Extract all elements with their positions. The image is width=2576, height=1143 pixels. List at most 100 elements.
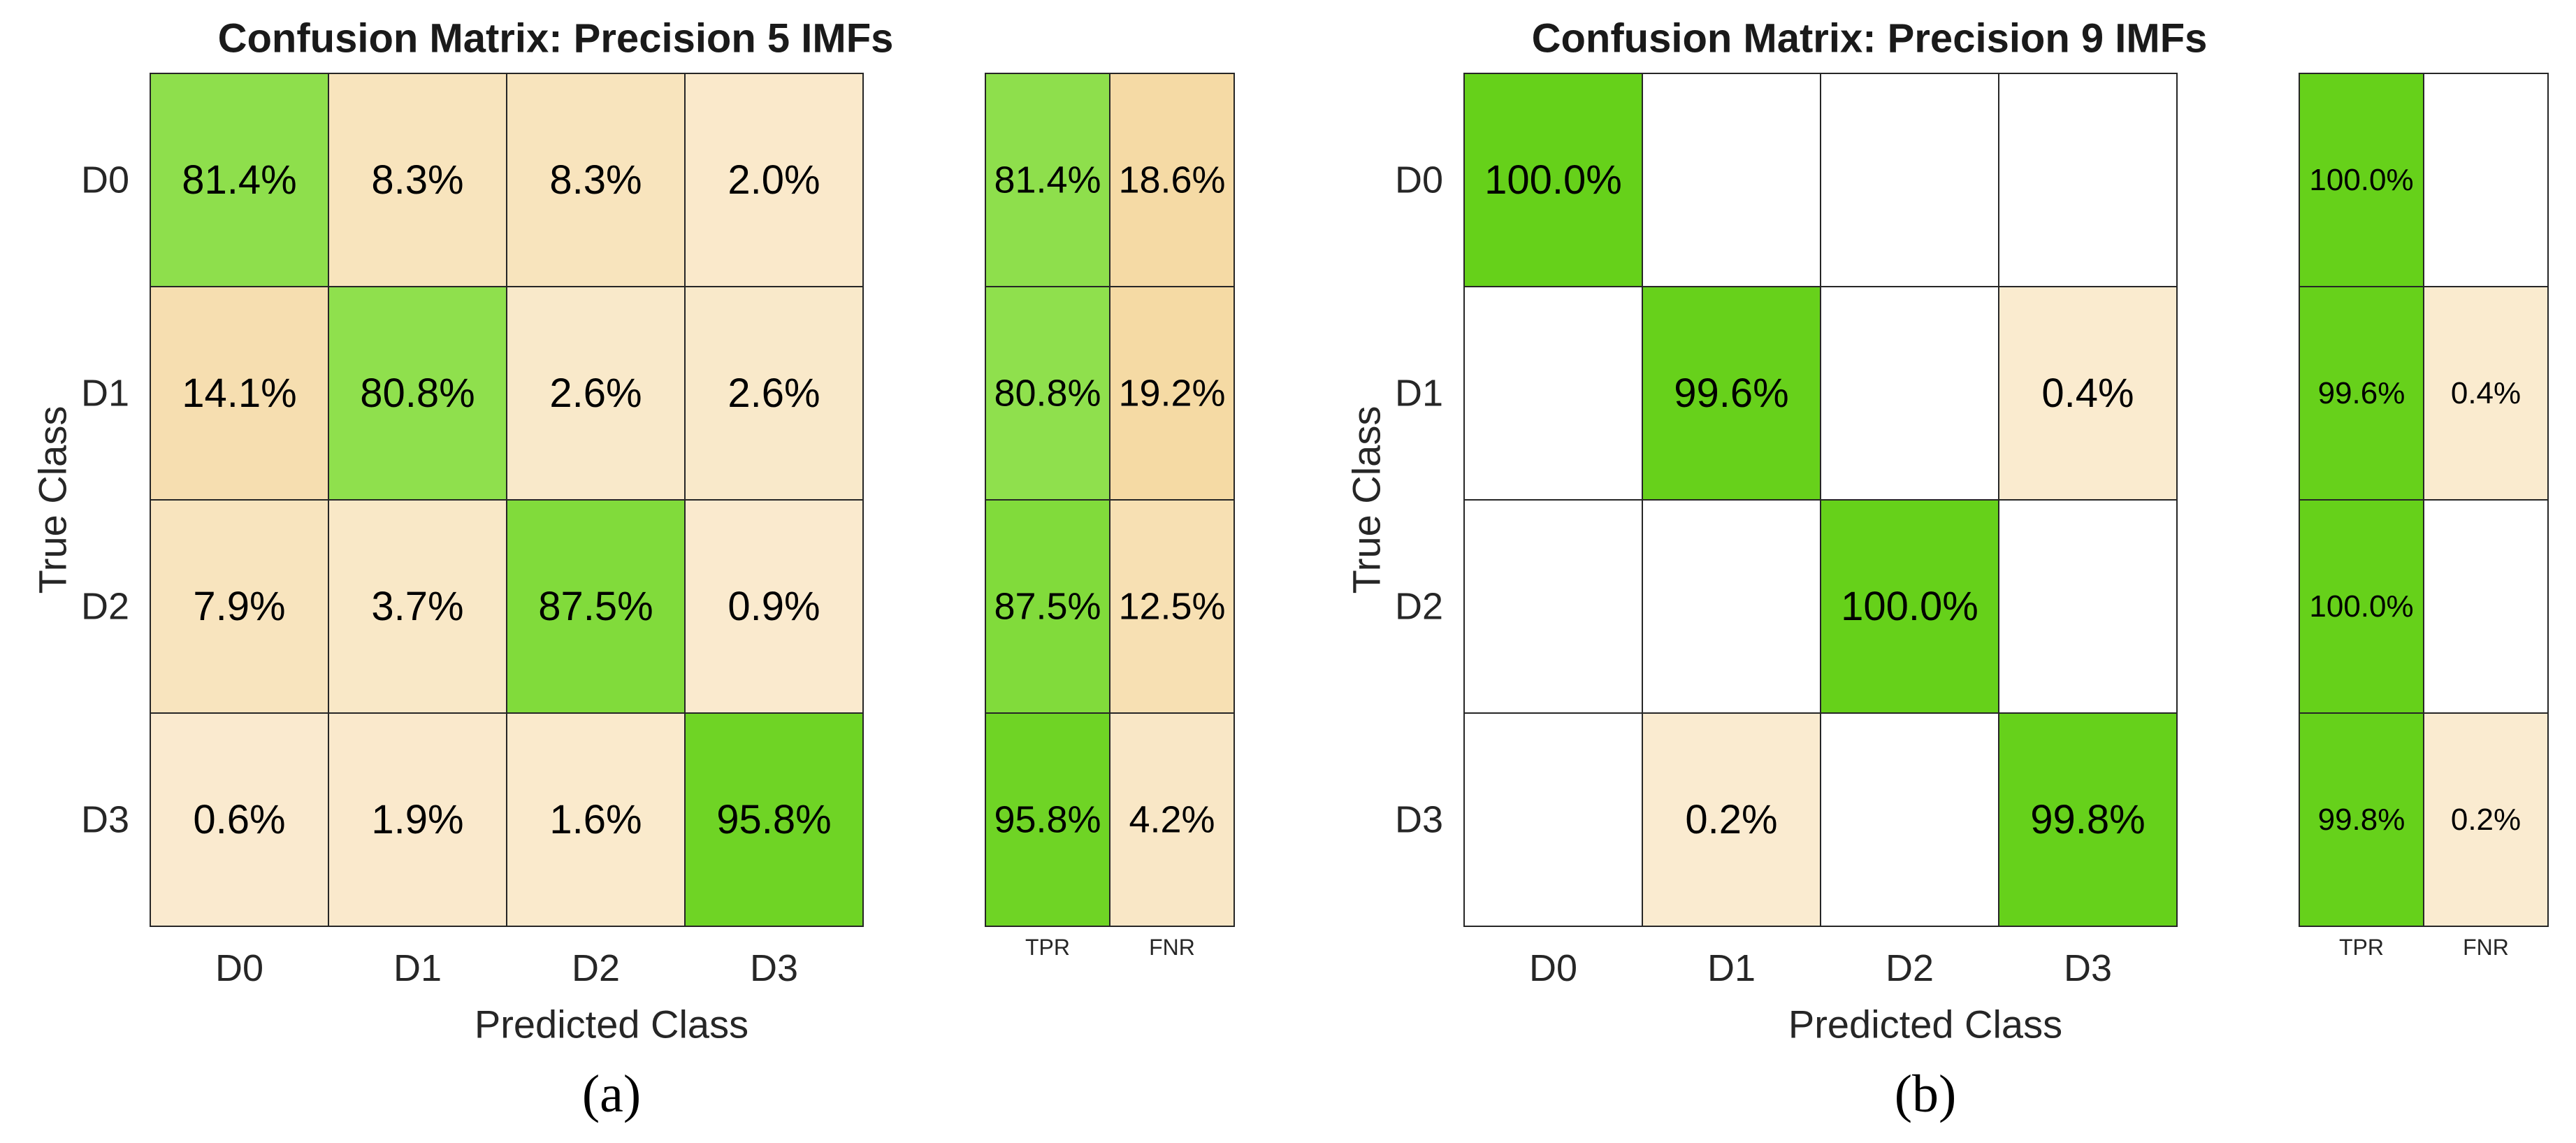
- cell-value: 2.0%: [728, 157, 820, 203]
- column-tick-label: D0: [215, 947, 263, 989]
- column-tick-label: D3: [2064, 947, 2112, 989]
- cell-value: 81.4%: [182, 157, 296, 203]
- fnr-value: 12.5%: [1118, 586, 1225, 628]
- tpr-value: 95.8%: [994, 799, 1101, 841]
- matrix-cell: [1998, 73, 2178, 287]
- fnr-value: 4.2%: [1129, 799, 1215, 841]
- chart-title: Confusion Matrix: Precision 9 IMFs: [1532, 16, 2208, 62]
- y-axis-label: True Class: [31, 406, 75, 594]
- row-tick-label: D1: [1395, 373, 1443, 415]
- cell-value: 0.2%: [1685, 797, 1777, 842]
- cell-value: 1.6%: [549, 797, 642, 842]
- y-axis-label: True Class: [1345, 406, 1389, 594]
- matrix-cell: [328, 499, 507, 714]
- column-tick-label: D3: [750, 947, 798, 989]
- matrix-cell: [684, 73, 864, 287]
- cell-value: 99.8%: [2030, 797, 2145, 842]
- cell-value: 0.6%: [193, 797, 285, 842]
- tpr-cell: [985, 73, 1110, 287]
- tpr-cell: [985, 712, 1110, 927]
- cell-value: 1.9%: [371, 797, 463, 842]
- tpr-cell: [985, 499, 1110, 714]
- tpr-value: 100.0%: [2309, 163, 2413, 197]
- cell-value: 99.6%: [1674, 371, 1788, 416]
- matrix-cell: [1998, 499, 2178, 714]
- tpr-value: 87.5%: [994, 586, 1101, 628]
- summary-tick-label: TPR: [2339, 935, 2384, 960]
- cell-value: 100.0%: [1841, 584, 1978, 629]
- matrix-cell: [1642, 499, 1821, 714]
- matrix-cell: [150, 712, 329, 927]
- cell-value: 80.8%: [360, 371, 475, 416]
- confusion-matrix-panel-2: Confusion Matrix: Precision 9 IMFs 100.0%…: [1345, 16, 2549, 1123]
- fnr-cell: [1109, 499, 1235, 714]
- cell-value: 0.4%: [2041, 371, 2134, 416]
- tpr-value: 100.0%: [2309, 589, 2413, 624]
- tpr-value: 99.6%: [2318, 376, 2405, 410]
- matrix-cell: [1998, 286, 2178, 501]
- matrix-cell: [150, 73, 329, 287]
- matrix-cell: [1463, 499, 1643, 714]
- matrix-cell: [506, 73, 686, 287]
- fnr-value: 0.4%: [2451, 376, 2521, 410]
- x-axis-label: Predicted Class: [1788, 1002, 2062, 1047]
- matrix-cell: [328, 712, 507, 927]
- summary-tick-label: FNR: [1149, 935, 1195, 960]
- tpr-cell: [2299, 712, 2424, 927]
- matrix-cell: [328, 73, 507, 287]
- confusion-matrix-panel-1: Confusion Matrix: Precision 5 IMFs 81.4% 8…: [31, 16, 1235, 1123]
- matrix-cell: [506, 712, 686, 927]
- fnr-cell: [2423, 73, 2549, 287]
- fnr-value: 19.2%: [1118, 373, 1225, 415]
- fnr-cell: [1109, 712, 1235, 927]
- tpr-value: 99.8%: [2318, 803, 2405, 837]
- fnr-cell: [1109, 286, 1235, 501]
- cell-value: 2.6%: [549, 371, 642, 416]
- column-tick-label: D0: [1529, 947, 1577, 989]
- cell-value: 95.8%: [716, 797, 831, 842]
- matrix-cell: [684, 286, 864, 501]
- column-tick-label: D2: [1886, 947, 1934, 989]
- cell-value: 7.9%: [193, 584, 285, 629]
- matrix-cell: [1820, 499, 1999, 714]
- chart-title: Confusion Matrix: Precision 5 IMFs: [218, 16, 894, 62]
- cell-value: 8.3%: [549, 157, 642, 203]
- cell-value: 3.7%: [371, 584, 463, 629]
- matrix-cell: [1642, 712, 1821, 927]
- panel-label: (a): [582, 1065, 641, 1123]
- matrix-cell: [1642, 73, 1821, 287]
- fnr-cell: [2423, 286, 2549, 501]
- row-tick-label: D1: [81, 373, 129, 415]
- tpr-value: 80.8%: [994, 373, 1101, 415]
- fnr-value: 18.6%: [1118, 159, 1225, 201]
- fnr-cell: [1109, 73, 1235, 287]
- row-tick-label: D2: [1395, 586, 1443, 628]
- row-tick-label: D3: [81, 799, 129, 841]
- cell-value: 2.6%: [728, 371, 820, 416]
- fnr-value: 0.2%: [2451, 803, 2521, 837]
- x-axis-label: Predicted Class: [475, 1002, 748, 1047]
- summary-tick-label: FNR: [2463, 935, 2509, 960]
- column-tick-label: D1: [393, 947, 442, 989]
- cell-value: 14.1%: [182, 371, 296, 416]
- row-tick-label: D0: [1395, 159, 1443, 201]
- summary-tick-label: TPR: [1025, 935, 1070, 960]
- row-tick-label: D2: [81, 586, 129, 628]
- cell-value: 0.9%: [728, 584, 820, 629]
- matrix-cell: [150, 286, 329, 501]
- tpr-cell: [985, 286, 1110, 501]
- matrix-cell: [1820, 73, 1999, 287]
- row-tick-label: D3: [1395, 799, 1443, 841]
- matrix-cell: [1463, 73, 1643, 287]
- panel-label: (b): [1895, 1065, 1957, 1123]
- tpr-cell: [2299, 73, 2424, 287]
- matrix-cell: [328, 286, 507, 501]
- matrix-cell: [1820, 712, 1999, 927]
- matrix-cell: [1463, 286, 1643, 501]
- cell-value: 8.3%: [371, 157, 463, 203]
- cell-value: 100.0%: [1484, 157, 1622, 203]
- row-tick-label: D0: [81, 159, 129, 201]
- matrix-cell: [684, 499, 864, 714]
- matrix-cell: [1998, 712, 2178, 927]
